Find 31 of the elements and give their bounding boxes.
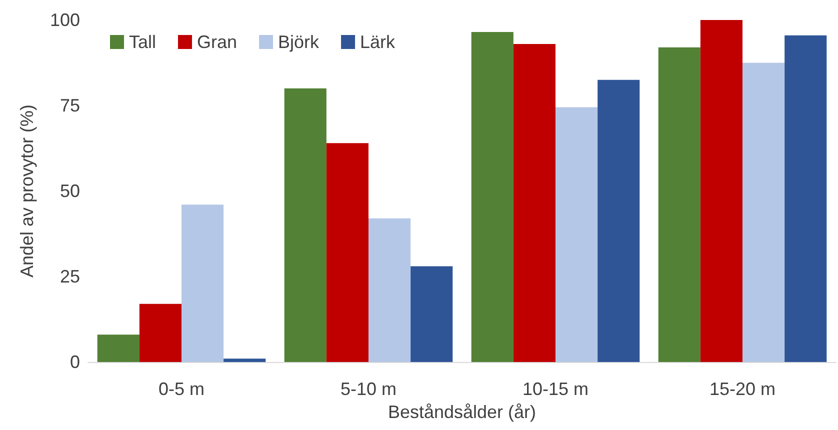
- bar: [224, 358, 266, 362]
- bar: [284, 88, 326, 362]
- bar: [326, 143, 368, 362]
- x-tick-label: 5-10 m: [340, 379, 397, 399]
- x-tick-label: 15-20 m: [709, 379, 776, 399]
- x-tick-label: 10-15 m: [522, 379, 589, 399]
- bar: [784, 35, 827, 362]
- x-axis-title: Beståndsålder (år): [388, 402, 536, 422]
- y-tick-label: 50: [60, 181, 80, 201]
- y-tick-label: 0: [70, 352, 80, 372]
- x-tick-label: 0-5 m: [158, 379, 205, 399]
- legend-label: Tall: [129, 32, 156, 52]
- bar: [556, 107, 598, 362]
- y-tick-label: 100: [50, 10, 80, 30]
- legend-label: Lärk: [360, 32, 396, 52]
- y-tick-label: 75: [60, 96, 80, 116]
- bar: [658, 47, 700, 362]
- bar: [471, 32, 514, 362]
- bar: [139, 304, 182, 362]
- bar: [410, 266, 453, 362]
- bar: [742, 62, 785, 362]
- bar: [598, 80, 640, 362]
- legend-label: Björk: [278, 32, 320, 52]
- bar: [700, 20, 742, 362]
- bar: [513, 44, 556, 362]
- bar: [97, 334, 140, 362]
- bar: [182, 204, 224, 362]
- y-tick-label: 25: [60, 266, 80, 286]
- bar: [368, 218, 411, 362]
- legend-label: Gran: [197, 32, 238, 52]
- y-axis-title: Andel av provytor (%): [17, 104, 37, 278]
